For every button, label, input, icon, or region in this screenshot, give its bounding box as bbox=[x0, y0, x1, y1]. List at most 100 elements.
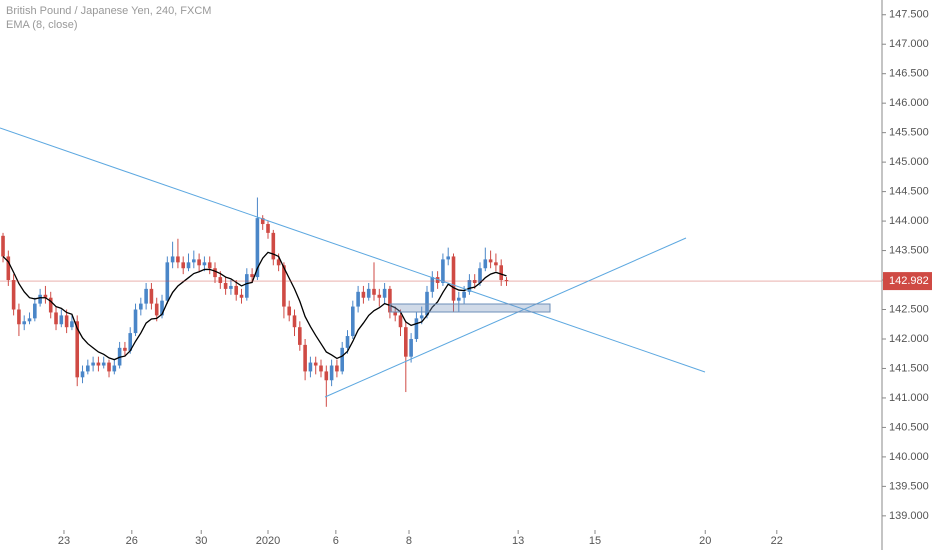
candle-body bbox=[356, 291, 360, 307]
candle-body bbox=[298, 327, 302, 345]
candle-body bbox=[170, 256, 175, 263]
candle-body bbox=[75, 321, 80, 378]
candle-body bbox=[404, 327, 408, 357]
candle-body bbox=[80, 371, 85, 378]
candle-body bbox=[54, 312, 58, 325]
chart-title: British Pound / Japanese Yen, 240, FXCM bbox=[6, 5, 211, 17]
y-tick-label: 140.000 bbox=[889, 451, 929, 463]
candle-body bbox=[260, 218, 265, 225]
candle-body bbox=[340, 347, 345, 372]
candle-body bbox=[329, 365, 334, 381]
candle-body bbox=[313, 362, 318, 366]
candle-body bbox=[303, 344, 307, 372]
y-tick-label: 144.500 bbox=[889, 186, 929, 198]
candle-body bbox=[202, 262, 207, 266]
candle-body bbox=[282, 265, 286, 307]
candle-body bbox=[144, 288, 148, 304]
candle-body bbox=[133, 309, 138, 334]
candle-body bbox=[366, 288, 371, 298]
trend-line bbox=[324, 237, 687, 398]
y-tick-label: 146.500 bbox=[889, 68, 929, 80]
candle-body bbox=[457, 297, 461, 301]
candle-body bbox=[22, 321, 27, 325]
candle-body bbox=[271, 232, 276, 260]
last-price-label: 142.982 bbox=[889, 275, 929, 287]
candle-body bbox=[287, 306, 292, 316]
y-tick-label: 143.500 bbox=[889, 244, 929, 256]
candle-body bbox=[377, 294, 382, 298]
candle-body bbox=[86, 365, 90, 372]
x-tick-label: 30 bbox=[195, 535, 207, 547]
y-tick-label: 145.000 bbox=[889, 156, 929, 168]
candle-body bbox=[218, 277, 223, 283]
candle-body bbox=[483, 259, 488, 269]
candle-body bbox=[139, 303, 143, 310]
candle-body bbox=[17, 309, 21, 325]
candle-body bbox=[6, 256, 11, 281]
candle-body bbox=[128, 333, 133, 351]
candle-body bbox=[292, 315, 297, 328]
candle-body bbox=[250, 274, 254, 278]
x-tick-label: 2020 bbox=[256, 535, 280, 547]
x-tick-label: 13 bbox=[512, 535, 524, 547]
candle-body bbox=[488, 259, 493, 263]
candle-body bbox=[435, 277, 440, 283]
candle-body bbox=[324, 371, 329, 381]
candle-body bbox=[430, 277, 435, 292]
y-tick-label: 139.000 bbox=[889, 510, 929, 522]
candle-body bbox=[160, 300, 164, 316]
y-tick-label: 144.000 bbox=[889, 215, 929, 227]
indicator-legend: EMA (8, close) bbox=[6, 19, 78, 31]
candle-body bbox=[11, 280, 16, 310]
candle-body bbox=[91, 362, 95, 366]
candle-body bbox=[494, 262, 498, 266]
candle-body bbox=[276, 259, 281, 266]
candle-body bbox=[266, 224, 270, 233]
candle-body bbox=[419, 315, 424, 319]
y-tick-label: 147.500 bbox=[889, 9, 929, 21]
candle-body bbox=[27, 318, 32, 322]
candle-body bbox=[38, 294, 42, 304]
x-tick-label: 8 bbox=[406, 535, 412, 547]
candle-body bbox=[472, 280, 477, 283]
candle-body bbox=[96, 362, 101, 366]
candle-body bbox=[64, 315, 69, 328]
candle-body bbox=[451, 256, 456, 301]
candle-body bbox=[478, 268, 482, 283]
y-tick-label: 142.500 bbox=[889, 303, 929, 315]
x-tick-label: 22 bbox=[771, 535, 783, 547]
y-tick-label: 141.000 bbox=[889, 392, 929, 404]
candle-body bbox=[351, 306, 355, 337]
candle-body bbox=[181, 262, 186, 269]
candle-body bbox=[239, 294, 244, 298]
candle-body bbox=[361, 291, 366, 298]
candles bbox=[0, 197, 882, 407]
candle-body bbox=[207, 262, 212, 269]
candle-body bbox=[504, 280, 509, 282]
candle-body bbox=[388, 288, 392, 313]
candle-body bbox=[345, 336, 350, 348]
y-tick-label: 146.000 bbox=[889, 97, 929, 109]
candle-body bbox=[462, 291, 466, 298]
candle-body bbox=[234, 285, 239, 295]
candle-body bbox=[319, 365, 323, 372]
candle-body bbox=[467, 280, 472, 292]
candle-body bbox=[43, 294, 48, 298]
candle-body bbox=[112, 365, 117, 372]
candle-body bbox=[382, 288, 387, 298]
y-tick-label: 140.500 bbox=[889, 421, 929, 433]
candle-body bbox=[48, 297, 53, 313]
last-price-box bbox=[883, 272, 932, 291]
candle-body bbox=[245, 274, 249, 298]
candle-body bbox=[398, 315, 403, 328]
candle-body bbox=[192, 259, 196, 263]
candle-body bbox=[335, 365, 339, 372]
candle-body bbox=[70, 321, 74, 328]
candle-body bbox=[499, 265, 504, 281]
candle-body bbox=[154, 303, 159, 316]
x-tick-label: 26 bbox=[126, 535, 138, 547]
candle-body bbox=[255, 218, 260, 278]
x-tick-label: 6 bbox=[333, 535, 339, 547]
candle-body bbox=[59, 315, 64, 325]
